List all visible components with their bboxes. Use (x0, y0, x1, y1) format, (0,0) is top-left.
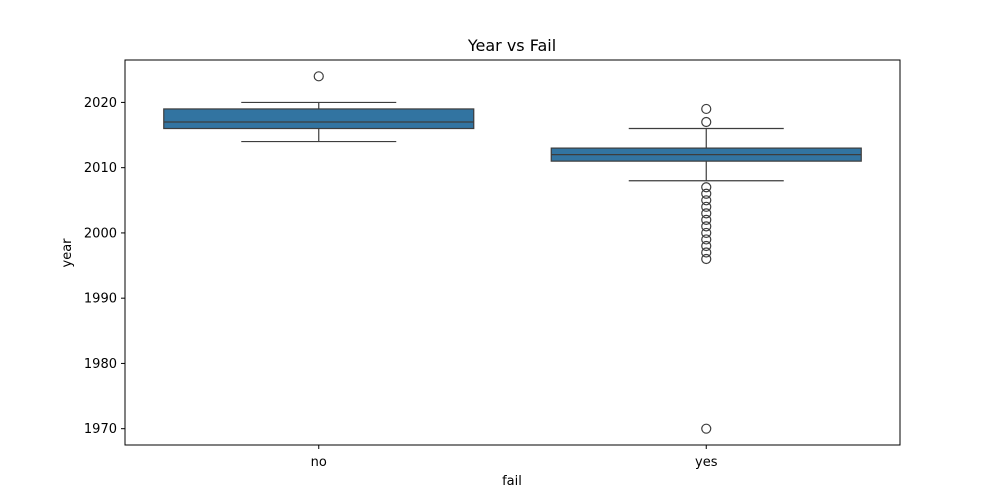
outlier-point (701, 253, 712, 265)
box (163, 108, 475, 130)
outlier-point (701, 182, 712, 193)
chart-title: Year vs Fail (467, 36, 556, 55)
y-tick-label: 1970 (84, 422, 117, 437)
outlier-point (701, 240, 712, 252)
y-tick-label: 2010 (84, 161, 117, 176)
outlier-point (701, 234, 712, 245)
outlier-point (701, 195, 712, 206)
outlier-point (701, 423, 712, 434)
x-axis-label: fail (502, 474, 522, 489)
box-group-no (163, 71, 475, 143)
x-tick-label: no (311, 455, 327, 470)
outlier-point (701, 214, 712, 225)
outlier-point (701, 116, 712, 128)
outlier-point (313, 71, 324, 82)
box-group-yes (550, 103, 862, 434)
plot-area: 1970 1980 1990 2000 2010 2020 no yes (84, 59, 901, 470)
y-axis-label: year (60, 238, 75, 268)
outlier-point (701, 103, 712, 115)
plot-frame (124, 59, 901, 446)
outlier-point (701, 227, 712, 239)
y-tick-label: 2000 (84, 226, 117, 241)
y-tick-label: 2020 (84, 96, 117, 111)
outlier-point (701, 188, 712, 199)
x-tick-label: yes (695, 455, 718, 470)
y-tick-label: 1980 (84, 357, 117, 372)
outlier-point (701, 208, 712, 219)
outlier-point (701, 247, 712, 258)
y-tick-label: 1990 (84, 292, 117, 307)
outlier-point (701, 221, 712, 232)
outlier-point (701, 201, 712, 212)
